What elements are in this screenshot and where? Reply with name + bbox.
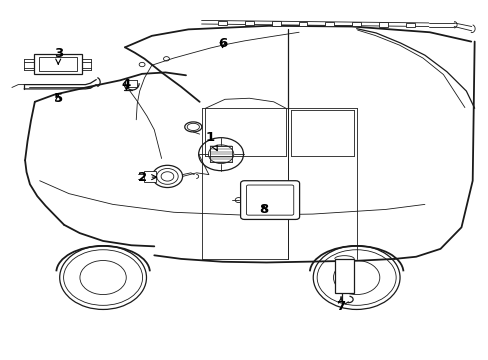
FancyBboxPatch shape — [405, 23, 414, 27]
FancyBboxPatch shape — [244, 21, 253, 25]
FancyBboxPatch shape — [240, 181, 299, 220]
FancyBboxPatch shape — [246, 185, 293, 215]
FancyBboxPatch shape — [34, 54, 81, 74]
Text: 7: 7 — [336, 297, 345, 313]
Text: 4: 4 — [122, 78, 131, 91]
Text: 8: 8 — [259, 203, 268, 216]
Text: 5: 5 — [54, 92, 62, 105]
FancyBboxPatch shape — [144, 171, 156, 182]
FancyBboxPatch shape — [298, 22, 307, 26]
Text: 3: 3 — [54, 47, 63, 64]
FancyBboxPatch shape — [271, 21, 280, 26]
FancyBboxPatch shape — [378, 22, 387, 27]
FancyBboxPatch shape — [218, 21, 226, 25]
Text: 2: 2 — [137, 171, 156, 184]
Text: 6: 6 — [218, 36, 227, 50]
FancyBboxPatch shape — [39, 57, 77, 71]
FancyBboxPatch shape — [334, 259, 353, 293]
FancyBboxPatch shape — [351, 22, 360, 26]
Text: 1: 1 — [205, 131, 217, 150]
FancyBboxPatch shape — [325, 22, 333, 26]
